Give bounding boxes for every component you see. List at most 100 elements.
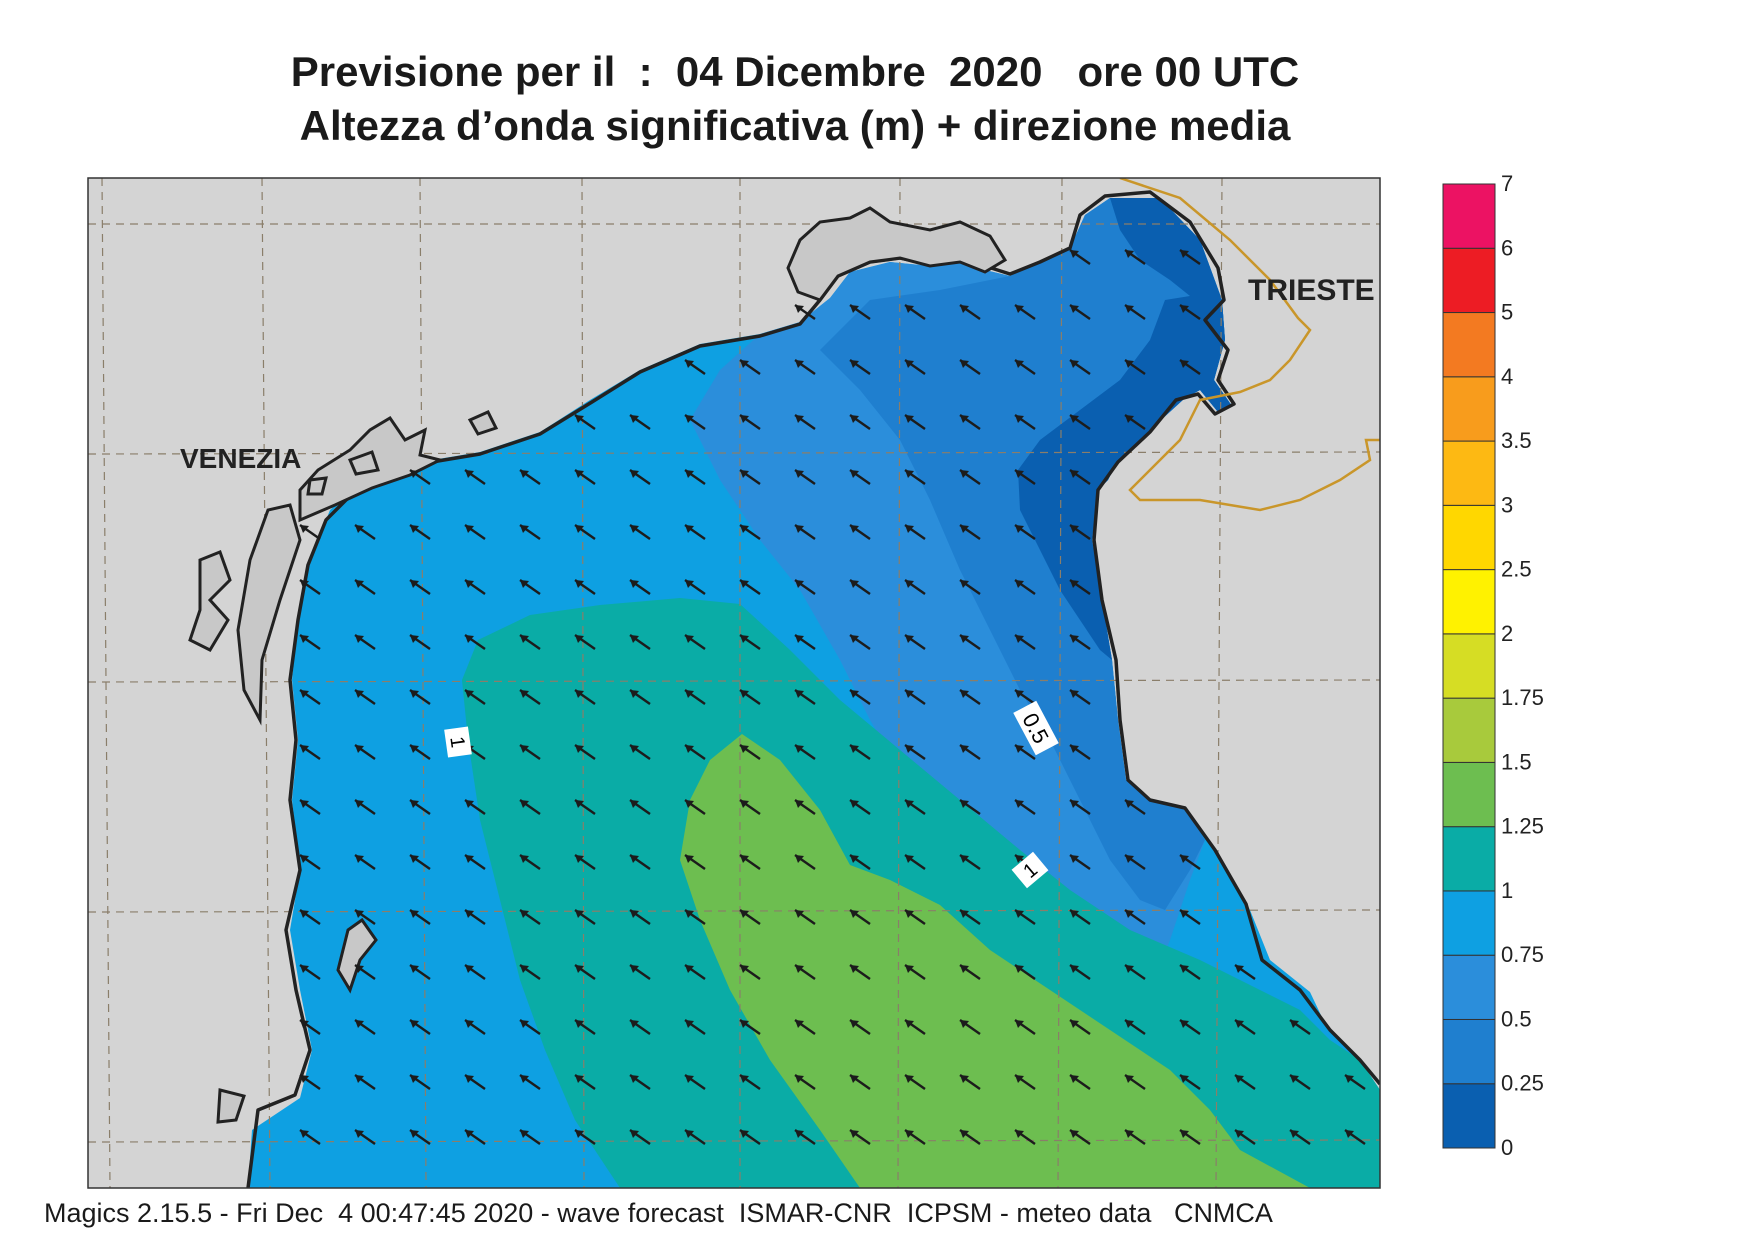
wave-direction-arrowhead — [850, 1020, 859, 1028]
legend-tick-label: 1 — [1501, 878, 1513, 903]
wave-direction-arrowhead — [960, 965, 969, 973]
wave-direction-arrowhead — [1015, 1020, 1024, 1028]
legend-swatch — [1442, 1018, 1496, 1085]
wave-direction-arrowhead — [520, 745, 529, 753]
legend-swatch — [1442, 183, 1496, 249]
wave-direction-arrowhead — [1015, 910, 1024, 918]
wave-direction-arrowhead — [905, 1075, 914, 1083]
wave-direction-arrowhead — [630, 855, 639, 863]
wave-direction-arrowhead — [1070, 1130, 1079, 1138]
wave-direction-arrowhead — [905, 1130, 914, 1138]
wave-direction-arrowhead — [410, 745, 419, 753]
wave-direction-arrowhead — [850, 415, 859, 423]
wave-direction-arrowhead — [355, 580, 364, 588]
wave-direction-arrowhead — [575, 745, 584, 753]
wave-direction-arrowhead — [1125, 965, 1134, 973]
wave-direction-arrowhead — [630, 965, 639, 973]
wave-direction-arrowhead — [1015, 690, 1024, 698]
legend-tick-label: 1.5 — [1501, 749, 1532, 774]
wave-direction-arrowhead — [410, 910, 419, 918]
wave-direction-arrowhead — [630, 635, 639, 643]
wave-direction-arrowhead — [1125, 415, 1134, 423]
wave-direction-arrowhead — [355, 690, 364, 698]
wave-direction-arrowhead — [850, 635, 859, 643]
wave-direction-arrowhead — [575, 1075, 584, 1083]
wave-direction-arrowhead — [685, 800, 694, 808]
wave-direction-arrowhead — [630, 525, 639, 533]
wave-direction-arrowhead — [1125, 250, 1134, 258]
legend-tick-label: 2 — [1501, 621, 1513, 646]
wave-direction-arrowhead — [905, 635, 914, 643]
wave-direction-arrowhead — [905, 1020, 914, 1028]
wave-direction-arrowhead — [465, 1130, 474, 1138]
wave-direction-arrowhead — [795, 415, 804, 423]
wave-direction-arrowhead — [630, 1130, 639, 1138]
wave-direction-arrowhead — [1015, 525, 1024, 533]
wave-direction-arrowhead — [520, 525, 529, 533]
wave-direction-arrowhead — [465, 635, 474, 643]
wave-direction-arrowhead — [520, 635, 529, 643]
map-title: Previsione per il : 04 Dicembre 2020 ore… — [290, 48, 1300, 95]
wave-direction-arrowhead — [300, 1020, 309, 1028]
wave-direction-arrowhead — [795, 855, 804, 863]
sea-band-1-1.25 — [462, 598, 1380, 1188]
wave-direction-arrowhead — [355, 1130, 364, 1138]
wave-direction-arrowhead — [1015, 855, 1024, 863]
wave-direction-arrowhead — [575, 415, 584, 423]
wave-direction-arrowhead — [520, 1130, 529, 1138]
wave-direction-arrowhead — [465, 470, 474, 478]
wave-direction-arrowhead — [795, 360, 804, 368]
legend-tick-label: 1.25 — [1501, 814, 1544, 839]
wave-direction-arrowhead — [1125, 1020, 1134, 1028]
wave-direction-arrowhead — [850, 525, 859, 533]
wave-direction-arrowhead — [740, 965, 749, 973]
wave-direction-arrowhead — [960, 1130, 969, 1138]
wave-direction-arrowhead — [850, 470, 859, 478]
wave-direction-arrowhead — [960, 910, 969, 918]
wave-direction-arrowhead — [1015, 635, 1024, 643]
wave-direction-arrowhead — [465, 855, 474, 863]
legend-tick-label: 3.5 — [1501, 428, 1532, 453]
wave-direction-arrowhead — [465, 800, 474, 808]
wave-direction-arrowhead — [1125, 800, 1134, 808]
legend-tick-label: 3 — [1501, 492, 1513, 517]
legend-swatch — [1442, 247, 1496, 314]
wave-direction-arrowhead — [1070, 1020, 1079, 1028]
wave-direction-arrowhead — [575, 525, 584, 533]
wave-direction-arrowhead — [905, 305, 914, 313]
wave-direction-arrowhead — [520, 470, 529, 478]
wave-direction-arrowhead — [795, 305, 804, 313]
wave-direction-arrowhead — [685, 360, 694, 368]
wave-direction-arrowhead — [575, 965, 584, 973]
wave-direction-arrowhead — [1015, 305, 1024, 313]
wave-direction-arrowhead — [740, 580, 749, 588]
wave-direction-arrowhead — [850, 745, 859, 753]
wave-direction-arrowhead — [960, 305, 969, 313]
wave-direction-arrowhead — [410, 690, 419, 698]
wave-direction-arrowhead — [905, 965, 914, 973]
wave-direction-arrowhead — [1070, 965, 1079, 973]
wave-direction-arrowhead — [685, 1075, 694, 1083]
direction-arrows — [299, 249, 1366, 1145]
wave-direction-arrowhead — [1290, 1020, 1299, 1028]
wave-direction-arrowhead — [520, 800, 529, 808]
wave-direction-arrowhead — [465, 580, 474, 588]
sea-band-1.25-1.5 — [680, 734, 1310, 1188]
wave-direction-arrowhead — [575, 690, 584, 698]
wave-direction-arrowhead — [355, 800, 364, 808]
wave-direction-arrowhead — [520, 1075, 529, 1083]
wave-direction-arrowhead — [1180, 305, 1189, 313]
wave-direction-arrowhead — [960, 800, 969, 808]
wave-direction-arrowhead — [850, 855, 859, 863]
wave-direction-arrowhead — [630, 745, 639, 753]
wave-direction-arrowhead — [465, 1075, 474, 1083]
wave-direction-arrowhead — [685, 415, 694, 423]
wave-direction-arrowhead — [850, 580, 859, 588]
legend-tick-label: 7 — [1501, 171, 1513, 196]
wave-direction-arrowhead — [850, 1075, 859, 1083]
wave-direction-arrowhead — [300, 1075, 309, 1083]
wave-direction-arrowhead — [300, 525, 309, 533]
wave-direction-arrowhead — [410, 965, 419, 973]
wave-direction-arrowhead — [575, 1130, 584, 1138]
wave-direction-arrowhead — [740, 690, 749, 698]
